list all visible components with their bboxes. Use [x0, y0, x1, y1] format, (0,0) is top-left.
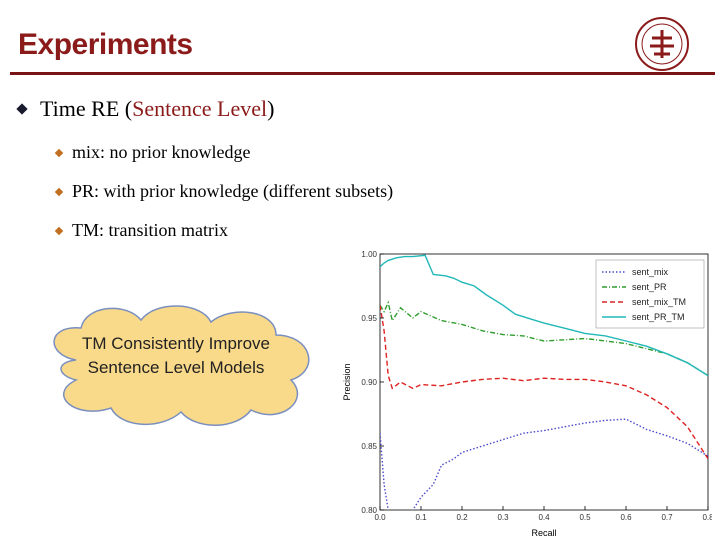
main-bullet: Time RE (Sentence Level): [16, 96, 275, 122]
series-line-sent-mix-TM: [380, 305, 708, 460]
series-line-sent-PR: [380, 300, 708, 377]
x-tick-label: 0.5: [579, 513, 591, 522]
bullet-diamond-icon: [16, 103, 28, 115]
y-tick-label: 0.90: [361, 378, 377, 387]
y-tick-label: 0.85: [361, 442, 377, 451]
x-tick-label: 0.8: [702, 513, 712, 522]
callout-text: TM Consistently Improve Sentence Level M…: [82, 334, 270, 377]
subbullet-text: TM: transition matrix: [72, 220, 228, 240]
subbullet-tm: TM: transition matrix: [54, 220, 228, 241]
x-tick-label: 0.4: [538, 513, 550, 522]
legend-label: sent_PR_TM: [632, 312, 685, 322]
subbullet-mix: mix: no prior knowledge: [54, 142, 251, 163]
x-tick-label: 0.2: [456, 513, 468, 522]
chart-legend: sent_mix sent_PR sent_mix_TM sent_PR_TM: [595, 259, 705, 329]
y-tick-label: 0.80: [361, 506, 377, 515]
subbullet-pr: PR: with prior knowledge (different subs…: [54, 181, 394, 202]
x-tick-label: 0.7: [661, 513, 673, 522]
series-line-sent-PR-TM: [380, 254, 708, 377]
x-tick-label: 0.3: [497, 513, 509, 522]
subbullet-text: PR: with prior knowledge (different subs…: [72, 181, 394, 201]
legend-label: sent_mix: [632, 267, 669, 277]
bullet-highlight: Sentence Level: [132, 96, 268, 121]
precision-recall-chart: 0.0 0.1 0.2 0.3 0.4 0.5 0.6 0.7 0.8 0.80 0.85 0.90 0…: [342, 250, 712, 538]
x-tick-label: 0.6: [620, 513, 632, 522]
slide-title: Experiments: [18, 28, 193, 61]
y-tick-label: 1.00: [361, 250, 377, 259]
bullet-suffix: ): [267, 96, 275, 121]
legend-label: sent_mix_TM: [632, 297, 686, 307]
subbullet-text: mix: no prior knowledge: [72, 142, 251, 162]
subbullet-diamond-icon: [54, 226, 64, 235]
subbullet-diamond-icon: [54, 148, 64, 157]
y-axis-label: Precision: [342, 363, 352, 400]
legend-label: sent_PR: [632, 282, 667, 292]
callout-cloud: [53, 305, 310, 426]
subbullet-diamond-icon: [54, 187, 64, 196]
x-tick-label: 0.0: [374, 513, 386, 522]
x-axis-label: Recall: [531, 528, 556, 538]
x-tick-label: 0.1: [415, 513, 427, 522]
title-divider: [10, 72, 715, 75]
y-tick-label: 0.95: [361, 314, 377, 323]
bullet-prefix: Time RE (: [40, 96, 133, 121]
university-seal-icon: [635, 17, 689, 71]
